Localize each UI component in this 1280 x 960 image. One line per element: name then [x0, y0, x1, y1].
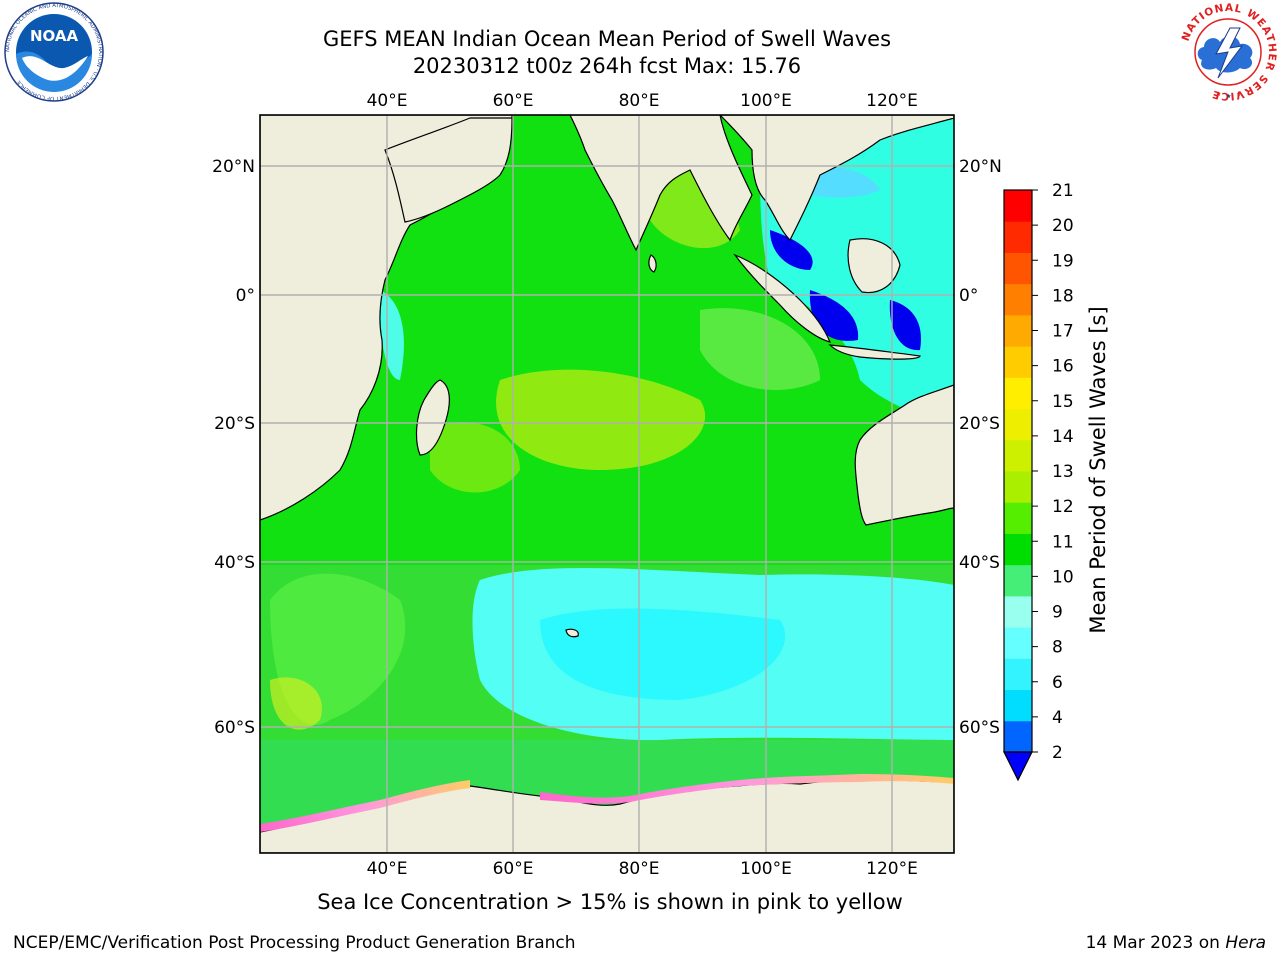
lat-tick-right: 0°: [959, 286, 978, 306]
colorbar-segment: [1004, 221, 1032, 253]
colorbar-tick-label: 17: [1052, 322, 1074, 342]
colorbar-segment: [1004, 439, 1032, 472]
colorbar-segment: [1004, 283, 1032, 316]
colorbar-tick-label: 4: [1052, 708, 1063, 728]
footer-machine: Hera: [1225, 933, 1266, 953]
colorbar-segment: [1004, 720, 1032, 753]
lat-tick-left: 0°: [236, 286, 255, 306]
colorbar-segment: [1004, 190, 1032, 222]
colorbar-segment: [1004, 564, 1032, 597]
lon-tick-top: 80°E: [619, 91, 660, 111]
colorbar-segment: [1004, 595, 1032, 628]
very-short-period: [770, 230, 813, 270]
lon-tick-top: 60°E: [493, 91, 534, 111]
kerguelen: [565, 628, 579, 638]
colorbar-segment: [1004, 471, 1032, 503]
lon-tick-bottom: 100°E: [740, 859, 792, 879]
colorbar-tick-label: 21: [1052, 181, 1074, 201]
colorbar-tick-label: 6: [1052, 673, 1063, 693]
madagascar: [415, 379, 450, 456]
colorbar: 2 4 6 8 9 10 11 12 13 14 15 16 17 18 19 20 21: [1003, 181, 1074, 782]
footer-date-text: 14 Mar 2023 on: [1085, 933, 1226, 953]
chart-title: GEFS MEAN Indian Ocean Mean Period of Sw…: [322, 27, 892, 51]
lon-tick-top: 120°E: [866, 91, 918, 111]
colorbar-tick-label: 11: [1052, 532, 1074, 552]
colorbar-tick-label: 16: [1052, 357, 1074, 377]
lat-tick-left: 40°S: [214, 553, 255, 573]
colorbar-tick-label: 15: [1052, 392, 1074, 412]
noaa-logo: NATIONAL OCEANIC AND ATMOSPHERIC ADMINIS…: [4, 2, 104, 102]
sumatra: [733, 253, 832, 343]
borneo: [847, 238, 901, 294]
colorbar-tick-label: 12: [1052, 497, 1074, 517]
java: [828, 344, 921, 360]
india: [569, 115, 753, 252]
svg-text:NOAA: NOAA: [30, 27, 79, 45]
colorbar-tick-label: 18: [1052, 286, 1074, 306]
colorbar-segment: [1004, 689, 1032, 722]
sea-ice: [540, 774, 954, 804]
land: [260, 115, 954, 853]
lat-tick-right: 40°S: [959, 553, 1000, 573]
colorbar-segment: [1004, 346, 1032, 378]
lon-tick-top: 40°E: [367, 91, 408, 111]
map-panel: [260, 115, 954, 853]
axis-labels: 40°E 40°E 60°E 60°E 80°E 80°E 100°E 100°E 120°E 1…: [212, 91, 1002, 879]
colorbar-tick-label: 19: [1052, 251, 1074, 271]
colorbar-segment: [1004, 377, 1032, 410]
lon-tick-bottom: 60°E: [493, 859, 534, 879]
colorbar-tick-label: 13: [1052, 462, 1074, 482]
lat-tick-left: 60°S: [214, 718, 255, 738]
colorbar-label: Mean Period of Swell Waves [s]: [1086, 306, 1110, 633]
colorbar-segment: [1004, 252, 1032, 285]
colorbar-under-arrow: [1003, 751, 1033, 782]
australia: [854, 384, 954, 526]
nws-logo: NATIONAL WEATHER SERVICE ★ ★ ★: [1180, 2, 1278, 102]
footer-credit: NCEP/EMC/Verification Post Processing Pr…: [13, 933, 576, 953]
lat-tick-right: 60°S: [959, 718, 1000, 738]
sri-lanka: [648, 254, 657, 273]
se-asia: [719, 115, 954, 242]
colorbar-segment: [1004, 408, 1032, 441]
graticule: [260, 115, 954, 853]
lat-tick-left: 20°N: [212, 157, 255, 177]
lon-tick-bottom: 80°E: [619, 859, 660, 879]
svg-text:★: ★: [1216, 91, 1221, 98]
lon-tick-bottom: 120°E: [866, 859, 918, 879]
footer-date: 14 Mar 2023 on Hera: [1086, 933, 1266, 953]
colorbar-tick-label: 14: [1052, 427, 1074, 447]
colorbar-tick-label: 8: [1052, 638, 1063, 658]
colorbar-segment: [1004, 533, 1032, 566]
arabia: [384, 117, 513, 223]
svg-text:★: ★: [1236, 91, 1241, 98]
swell-patch: [700, 308, 820, 390]
colorbar-segment: [1004, 314, 1032, 347]
swell-patch-long-period: [496, 369, 706, 470]
svg-text:★: ★: [1226, 93, 1231, 100]
lat-tick-left: 20°S: [214, 414, 255, 434]
map-frame: [259, 114, 955, 854]
lat-tick-right: 20°N: [959, 157, 1002, 177]
colorbar-segment: [1004, 658, 1032, 691]
sea-ice-note: Sea Ice Concentration > 15% is shown in …: [317, 890, 903, 914]
short-period-core: [540, 608, 786, 700]
colorbar-tick-label: 9: [1052, 603, 1063, 623]
swell-patch: [270, 677, 322, 730]
west-short-period: [379, 290, 404, 380]
lon-tick-top: 100°E: [740, 91, 792, 111]
very-short-period: [889, 300, 921, 351]
sea-ice: [260, 780, 470, 832]
colorbar-segment: [1004, 502, 1032, 534]
colorbar-tick-label: 2: [1052, 743, 1063, 763]
lon-tick-bottom: 40°E: [367, 859, 408, 879]
chart-subtitle: 20230312 t00z 264h fcst Max: 15.76: [412, 54, 802, 78]
colorbar-segment: [1004, 627, 1032, 659]
swell-patch: [430, 422, 520, 493]
colorbar-tick-label: 10: [1052, 567, 1074, 587]
colorbar-tick-label: 20: [1052, 216, 1074, 236]
lat-tick-right: 20°S: [959, 414, 1000, 434]
